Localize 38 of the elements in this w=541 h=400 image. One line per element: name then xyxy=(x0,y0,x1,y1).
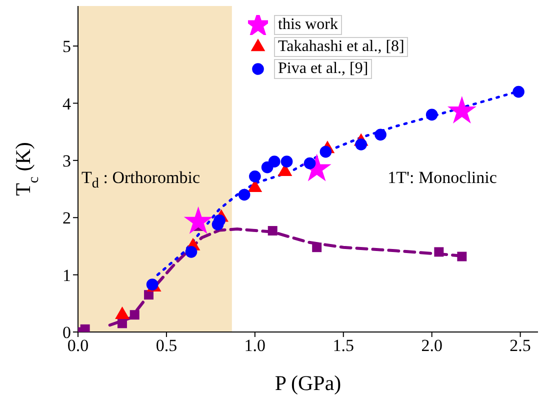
point xyxy=(238,188,250,201)
point xyxy=(268,226,278,236)
x-tick-label: 1.5 xyxy=(332,336,354,356)
point xyxy=(185,246,198,258)
legend-label: Piva et al., [9] xyxy=(274,59,372,79)
point xyxy=(320,146,332,158)
point xyxy=(457,252,467,262)
point xyxy=(249,170,261,182)
y-tick-label: 3 xyxy=(62,151,71,170)
annotation: T$_{d}$ : Orthorombic xyxy=(82,168,200,193)
x-tick-label: 1.0 xyxy=(244,336,266,356)
point xyxy=(304,157,316,170)
point xyxy=(117,318,127,328)
y-tick-label: 5 xyxy=(62,37,71,56)
point xyxy=(280,156,293,168)
point xyxy=(268,156,280,168)
legend-label: this work xyxy=(274,15,342,35)
x-axis-title: P (GPa) xyxy=(274,371,342,395)
x-tick-label: 2.0 xyxy=(421,336,442,356)
legend-label: Takahashi et al., [8] xyxy=(274,37,408,57)
point xyxy=(130,310,140,320)
point xyxy=(374,128,386,141)
point xyxy=(312,242,322,252)
point xyxy=(426,108,438,121)
point xyxy=(434,247,444,257)
point xyxy=(447,96,476,124)
point xyxy=(355,138,367,150)
y-tick-label: 2 xyxy=(62,208,71,228)
point xyxy=(144,290,154,300)
x-tick-label: 2.5 xyxy=(510,336,531,356)
point xyxy=(146,278,158,290)
point xyxy=(80,324,90,332)
point xyxy=(214,214,226,226)
y-tick-label: 4 xyxy=(62,94,72,114)
x-tick-label: 0.5 xyxy=(156,336,178,356)
point xyxy=(512,86,524,98)
y-tick-label: 1 xyxy=(62,266,71,285)
annotation: 1T': Monoclinic xyxy=(388,168,497,188)
